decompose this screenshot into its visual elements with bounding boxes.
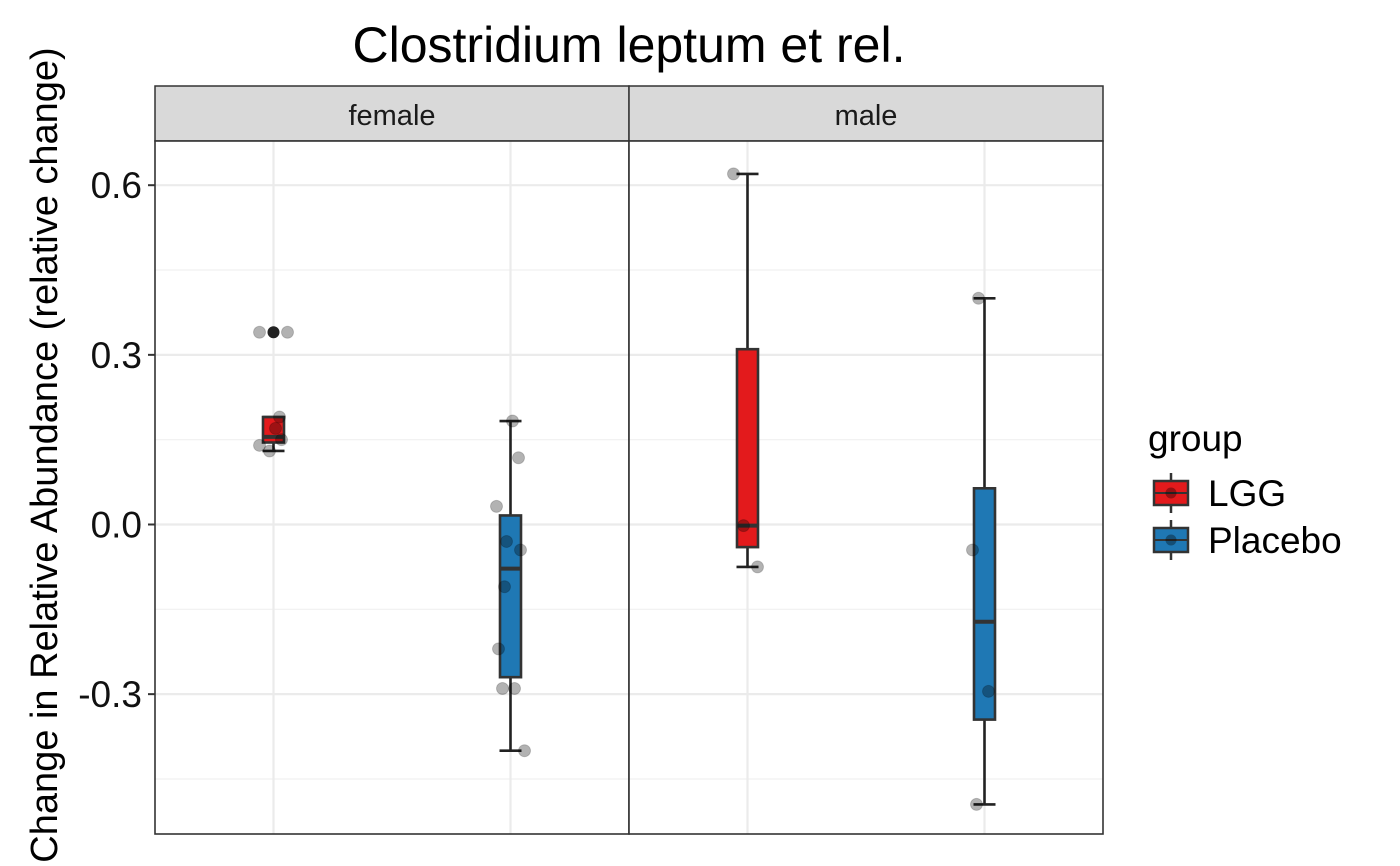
points-LGG — [727, 167, 764, 574]
chart-title: Clostridium leptum et rel. — [353, 17, 906, 73]
data-point — [273, 410, 286, 424]
y-tick-label: 0.6 — [91, 165, 142, 206]
box-LGG — [735, 172, 760, 569]
data-point — [281, 325, 294, 339]
y-axis-ticks: 0.6 0.3 0.0 -0.3 — [78, 165, 155, 715]
data-point — [506, 414, 519, 428]
legend-entries: LGG Placebo — [1152, 473, 1342, 561]
panel-border — [628, 140, 1104, 835]
data-point — [982, 684, 995, 698]
panel-background — [629, 141, 1103, 834]
data-point — [263, 444, 276, 458]
y-tick-label: 0.3 — [91, 335, 142, 376]
legend-key-point — [1165, 534, 1177, 546]
box-Placebo — [498, 419, 523, 753]
data-point — [727, 167, 740, 181]
box-body — [735, 347, 760, 549]
legend-label: Placebo — [1208, 520, 1342, 561]
data-point — [737, 519, 750, 533]
data-point — [253, 325, 266, 339]
data-point — [966, 543, 979, 557]
data-point — [496, 681, 509, 695]
outlier-point — [267, 326, 280, 339]
points-Placebo — [490, 414, 531, 758]
data-point — [498, 580, 511, 594]
y-tick-label: 0.0 — [91, 505, 142, 546]
data-point — [269, 421, 282, 435]
data-point — [972, 291, 985, 305]
legend-entry-Placebo: Placebo — [1152, 520, 1342, 561]
box-body — [498, 514, 523, 679]
facet-strip-label: female — [348, 100, 435, 132]
y-axis-label: Change in Relative Abundance (relative c… — [24, 47, 66, 862]
data-point — [970, 797, 983, 811]
data-point — [518, 744, 531, 758]
data-point — [253, 438, 266, 452]
legend-entry-LGG: LGG — [1152, 473, 1286, 514]
facet-strip — [154, 85, 630, 142]
legend-key-point — [1165, 487, 1177, 499]
y-tick-label: -0.3 — [78, 674, 142, 715]
points-Placebo — [966, 291, 995, 811]
data-point — [751, 560, 764, 574]
facet-strip-label: male — [835, 100, 898, 132]
data-point — [490, 499, 503, 513]
legend-title: group — [1148, 418, 1243, 459]
facet-panel-female: female — [154, 85, 630, 835]
data-point — [500, 534, 513, 548]
data-point — [514, 543, 527, 557]
facet-panel-male: male — [628, 85, 1104, 835]
data-point — [492, 642, 505, 656]
panel-background — [155, 141, 629, 834]
facet-panels: female male — [154, 85, 1104, 835]
legend-label: LGG — [1208, 473, 1286, 514]
data-point — [508, 681, 521, 695]
box-body — [972, 487, 997, 721]
data-point — [512, 451, 525, 465]
points-LGG — [253, 325, 294, 458]
box-LGG — [261, 326, 286, 453]
facet-strip — [628, 85, 1104, 142]
box-Placebo — [972, 296, 997, 806]
legend: group LGG Placebo — [1148, 418, 1342, 561]
data-point — [275, 433, 288, 447]
